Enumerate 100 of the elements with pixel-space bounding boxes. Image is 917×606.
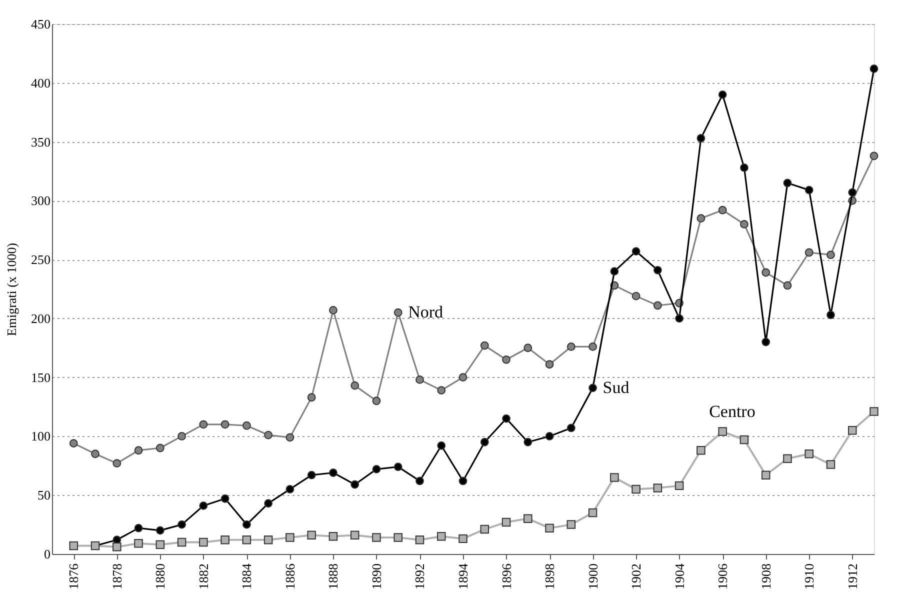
point [480,524,490,534]
series-label: Centro [709,402,756,421]
point [437,386,446,394]
y-tick-label: 450 [31,16,50,32]
y-tick-label: 300 [31,193,50,208]
x-tick-label: 1878 [109,564,124,590]
point [329,306,338,314]
y-tick-label: 50 [38,488,50,503]
y-tick-label: 400 [31,75,50,90]
point [458,534,468,544]
point [718,90,727,99]
point [804,248,814,257]
point [783,454,792,463]
point [178,432,186,440]
point [524,514,532,524]
point [156,526,164,535]
point [566,520,576,529]
point [458,476,468,486]
point [69,439,78,448]
x-tick-label: 1888 [326,564,341,590]
point [653,301,662,310]
point [394,533,402,542]
point [112,542,122,552]
x-tick-label: 1910 [802,564,817,590]
point [696,214,706,223]
point [416,476,424,486]
series-label: Nord [408,302,444,322]
point [199,538,208,547]
point [826,250,835,260]
point [199,420,208,429]
x-tick-label: 1882 [196,564,211,590]
x-tick-label: 1880 [152,564,168,590]
point [480,438,489,446]
point [588,342,597,351]
point [740,220,748,228]
point [804,186,814,194]
point [545,432,554,440]
point [870,64,878,73]
point [545,524,554,532]
point [178,520,186,529]
point [242,535,252,544]
point [588,508,598,518]
point [307,530,316,540]
point [566,342,576,351]
point [329,468,338,477]
point [134,539,143,548]
point [394,462,402,472]
x-tick-label: 1892 [412,564,428,590]
point [804,450,814,458]
point [372,465,381,474]
point [199,502,208,510]
point [632,247,640,256]
point [610,473,619,482]
point [740,435,749,444]
point [242,520,251,529]
x-tick-label: 1902 [628,564,644,590]
point [502,518,511,527]
point [762,268,770,277]
point [826,310,835,320]
point [588,384,597,392]
y-tick-label: 200 [31,310,50,326]
point [632,292,640,300]
point [458,373,468,382]
point [436,532,446,541]
point [566,424,576,432]
point [826,460,836,469]
point [286,485,294,494]
point [632,484,640,494]
point [610,267,619,276]
point [783,178,792,188]
point [848,426,857,435]
point [437,441,446,450]
point [286,433,294,442]
point [502,355,510,364]
point [307,393,316,402]
point [394,308,402,317]
y-tick-label: 250 [31,252,50,268]
point [134,446,143,455]
x-tick-label: 1904 [672,563,687,590]
point [307,470,316,480]
x-tick-label: 1912 [844,564,860,590]
point [783,281,792,290]
y-tick-label: 100 [31,428,50,444]
x-tick-label: 1894 [456,563,470,590]
point [502,414,510,423]
point [156,540,165,549]
point [264,499,273,508]
point [286,533,294,542]
y-axis-title: Emigrati (x 1000) [4,242,19,336]
point [134,524,143,532]
x-tick-label: 1890 [368,564,384,590]
y-tick-label: 150 [31,370,50,385]
y-tick-label: 350 [31,134,50,150]
point [350,480,360,489]
point [350,381,360,390]
point [696,134,706,142]
point [372,533,381,542]
x-tick-label: 1884 [239,563,254,590]
point [156,444,164,452]
point [653,266,662,274]
